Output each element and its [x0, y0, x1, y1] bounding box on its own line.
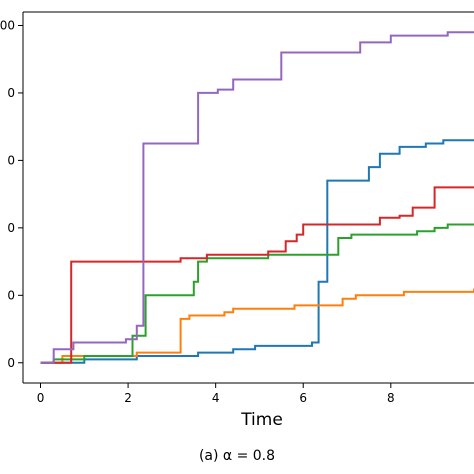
x-tick-label: 8: [387, 391, 395, 405]
x-tick-label: 4: [212, 391, 220, 405]
y-tick-label: 0: [7, 153, 15, 167]
y-tick-label: 00: [0, 18, 15, 32]
series-line-5: [40, 31, 474, 364]
series-line-4: [40, 186, 474, 364]
figure-caption: (a) α = 0.8: [198, 448, 276, 464]
x-axis-label: Time: [240, 410, 283, 430]
y-tick-label: 0: [7, 86, 15, 100]
y-tick-label: 0: [7, 356, 15, 370]
series-line-2: [40, 288, 474, 364]
x-tick-label: 6: [299, 391, 307, 405]
x-axis: 0 2 4 6 8: [37, 383, 395, 405]
x-tick-label: 2: [124, 391, 132, 405]
y-tick-label: 0: [7, 288, 15, 302]
series-layer: [40, 31, 474, 364]
plot-frame: [22, 11, 474, 384]
series-line-3: [40, 223, 474, 364]
y-tick-label: 0: [7, 221, 15, 235]
x-tick-label: 0: [37, 391, 45, 405]
series-line-1: [40, 139, 474, 364]
